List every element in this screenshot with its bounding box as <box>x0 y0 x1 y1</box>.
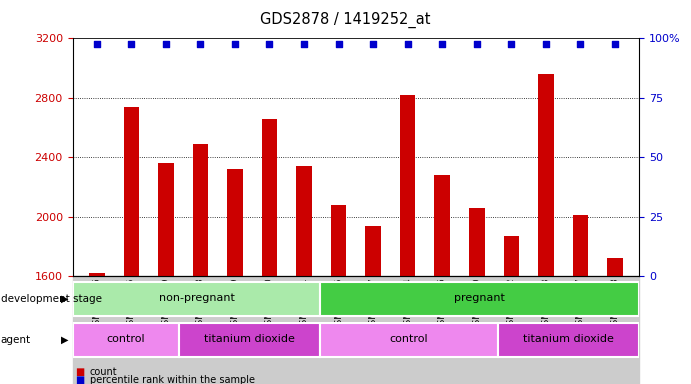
Bar <box>73 276 639 384</box>
Point <box>160 41 171 47</box>
Text: GDS2878 / 1419252_at: GDS2878 / 1419252_at <box>261 12 430 28</box>
Text: titanium dioxide: titanium dioxide <box>523 334 614 344</box>
Bar <box>321 323 498 357</box>
Bar <box>469 208 484 276</box>
Bar <box>607 258 623 276</box>
Bar <box>179 323 321 357</box>
Bar <box>321 282 639 316</box>
Bar <box>366 226 381 276</box>
Point <box>540 41 551 47</box>
Bar <box>262 119 277 276</box>
Bar <box>73 282 321 316</box>
Text: count: count <box>90 367 117 377</box>
Point <box>264 41 275 47</box>
Text: pregnant: pregnant <box>455 293 505 303</box>
Text: control: control <box>106 334 145 344</box>
Text: non-pregnant: non-pregnant <box>158 293 234 303</box>
Point <box>229 41 240 47</box>
Point <box>471 41 482 47</box>
Point <box>195 41 206 47</box>
Point <box>299 41 310 47</box>
Text: percentile rank within the sample: percentile rank within the sample <box>90 375 255 384</box>
Bar <box>124 107 139 276</box>
Bar <box>158 163 173 276</box>
Point <box>91 41 102 47</box>
Point <box>402 41 413 47</box>
Point <box>368 41 379 47</box>
Bar <box>573 215 588 276</box>
Bar <box>498 323 639 357</box>
Text: control: control <box>390 334 428 344</box>
Point <box>575 41 586 47</box>
Text: agent: agent <box>1 335 31 345</box>
Text: ■: ■ <box>75 375 84 384</box>
Text: development stage: development stage <box>1 294 102 304</box>
Text: titanium dioxide: titanium dioxide <box>204 334 295 344</box>
Bar <box>400 95 415 276</box>
Bar <box>331 205 346 276</box>
Point <box>126 41 137 47</box>
Bar <box>296 166 312 276</box>
Bar <box>89 273 104 276</box>
Bar <box>435 175 450 276</box>
Bar <box>73 323 179 357</box>
Point <box>333 41 344 47</box>
Text: ▶: ▶ <box>61 294 68 304</box>
Bar <box>504 236 519 276</box>
Text: ■: ■ <box>75 367 84 377</box>
Bar <box>227 169 243 276</box>
Text: ▶: ▶ <box>61 335 68 345</box>
Bar <box>538 74 553 276</box>
Point <box>609 41 621 47</box>
Point <box>506 41 517 47</box>
Point <box>437 41 448 47</box>
Bar <box>193 144 208 276</box>
